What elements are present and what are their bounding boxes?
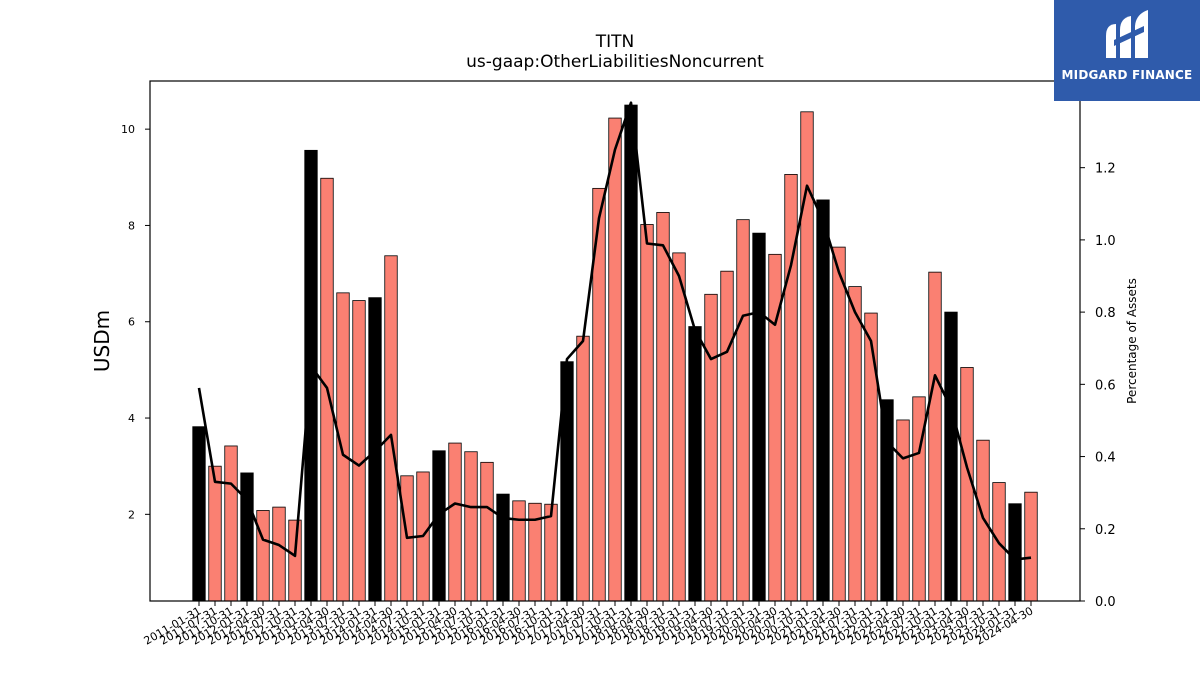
bar-2014-04-30	[384, 255, 398, 602]
bar-2022-01-31	[880, 399, 894, 602]
bar-2023-07-31	[976, 439, 990, 602]
left-tick-label: 10	[121, 123, 135, 136]
y2-axis-label: Percentage of Assets	[1125, 278, 1139, 404]
percentage-of-assets-line	[197, 101, 1032, 561]
left-tick-label: 6	[128, 316, 135, 329]
bar-2013-07-31	[336, 292, 350, 602]
bar-2011-10-31	[224, 445, 238, 602]
bar-2015-01-31	[432, 450, 446, 602]
right-tick-label: 0.0	[1095, 595, 1116, 610]
left-tick-label: 8	[128, 219, 135, 232]
bar-2013-10-31	[352, 300, 366, 602]
bar-2021-04-30	[832, 246, 846, 602]
left-tick-label: 2	[128, 508, 135, 521]
axes: 2 4 6 8 10 0.0 0.2 0.4 0.6 0.8 1.0 1.2 USDm Percentag…	[90, 80, 1139, 648]
bar-2018-10-31	[672, 252, 686, 602]
bar-2022-04-30	[896, 419, 910, 602]
right-tick-label: 1.0	[1095, 234, 1116, 249]
bar-2021-01-31	[816, 199, 830, 602]
bar-2011-07-31	[208, 465, 222, 602]
bar-2018-04-30	[640, 224, 654, 602]
bar-2011-01-31	[192, 426, 206, 602]
bar-2012-04-30	[256, 510, 270, 602]
bar-2024-01-31	[1008, 503, 1022, 602]
bar-2019-01-31	[688, 326, 702, 602]
bar-2012-07-31	[272, 506, 286, 602]
bar-2019-10-31	[736, 219, 750, 602]
y-axis-label: USDm	[90, 310, 114, 372]
right-tick-label: 1.2	[1095, 162, 1116, 177]
midgard-finance-logo: MIDGARD FINANCE	[1054, 0, 1200, 101]
bar-2015-07-31	[464, 451, 478, 602]
bar-2012-10-31	[288, 519, 302, 602]
bar-2019-04-30	[704, 293, 718, 602]
logo-text: MIDGARD FINANCE	[1061, 68, 1193, 82]
right-tick-label: 0.4	[1095, 451, 1116, 466]
bar-2020-01-31	[752, 232, 766, 602]
bar-2021-07-31	[848, 286, 862, 602]
bar-2017-10-31	[608, 117, 622, 602]
bar-2021-10-31	[864, 312, 878, 602]
bar-2023-01-31	[944, 311, 958, 602]
bar-series	[192, 104, 1038, 602]
bar-2015-10-31	[480, 461, 494, 602]
right-tick-label: 0.8	[1095, 306, 1116, 321]
bar-2016-04-30	[512, 500, 526, 602]
bar-2017-04-30	[576, 335, 590, 602]
percentage-line-series	[197, 101, 1032, 561]
bar-2018-01-31	[624, 104, 638, 602]
chart-title: TITN	[595, 32, 635, 52]
bar-2015-04-30	[448, 442, 462, 602]
bar-2022-10-31	[928, 271, 942, 602]
left-tick-label: 4	[128, 412, 135, 425]
midgard-m-logo-icon	[1106, 10, 1148, 58]
right-tick-label: 0.6	[1095, 378, 1116, 393]
bar-2018-07-31	[656, 212, 670, 602]
bar-2016-01-31	[496, 493, 510, 602]
chart-subtitle: us-gaap:OtherLiabilitiesNoncurrent	[466, 52, 764, 72]
bar-2012-01-31	[240, 472, 254, 602]
bar-2019-07-31	[720, 270, 734, 602]
bar-2016-10-31	[544, 503, 558, 602]
right-tick-label: 0.2	[1095, 523, 1116, 538]
bar-2024-04-30	[1024, 491, 1038, 602]
